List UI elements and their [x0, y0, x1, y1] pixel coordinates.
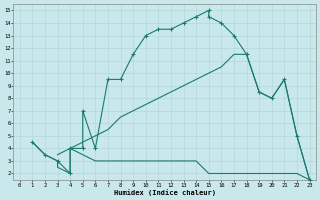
X-axis label: Humidex (Indice chaleur): Humidex (Indice chaleur)	[114, 189, 216, 196]
